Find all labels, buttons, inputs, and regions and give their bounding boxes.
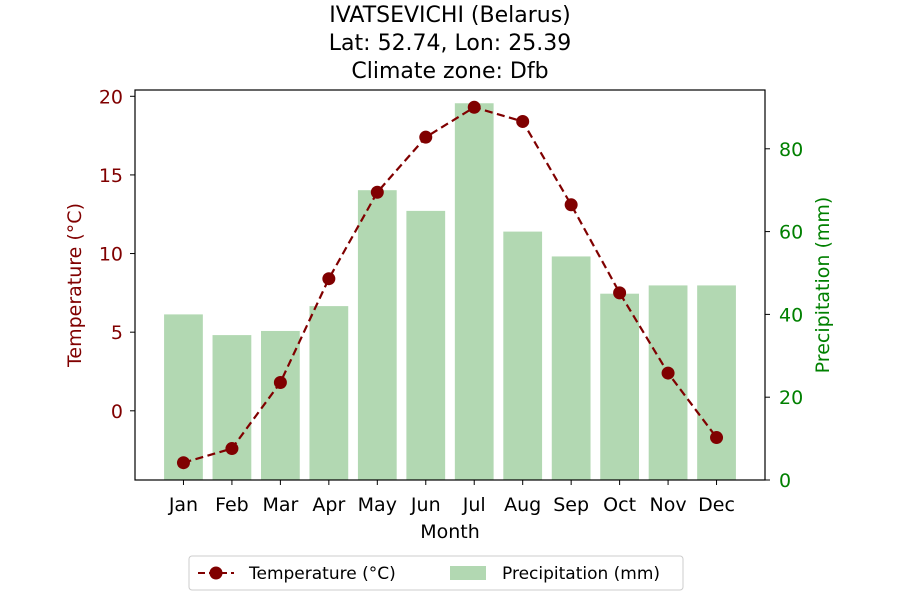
- y-axis-label-right: Precipitation (mm): [812, 197, 834, 374]
- temperature-point: [564, 198, 578, 212]
- temperature-line-path: [183, 106, 718, 464]
- precipitation-bar: [503, 231, 543, 480]
- left-tick-label: 15: [99, 165, 123, 187]
- temperature-point: [370, 185, 384, 199]
- x-tick-label: May: [358, 494, 397, 516]
- x-tick-label: Sep: [553, 494, 589, 516]
- precipitation-bar: [164, 314, 203, 480]
- temperature-point: [273, 376, 287, 389]
- precipitation-bar: [551, 256, 591, 480]
- x-tick-label: Oct: [603, 494, 636, 516]
- precipitation-bar: [261, 330, 300, 480]
- y-axis-label-left: Temperature (°C): [64, 203, 86, 368]
- legend-precipitation-label: Precipitation (mm): [502, 564, 660, 584]
- temperature-point: [419, 130, 433, 144]
- title-line-2: Lat: 52.74, Lon: 25.39: [329, 31, 571, 56]
- precipitation-bar: [309, 306, 349, 480]
- temperature-point: [176, 456, 190, 470]
- precipitation-bars: [164, 103, 736, 480]
- x-tick-label: Nov: [650, 494, 687, 516]
- title-line-1: IVATSEVICHI (Belarus): [329, 3, 571, 28]
- x-tick-label: Jan: [168, 494, 198, 516]
- precipitation-bar: [357, 190, 397, 480]
- x-tick-label: Feb: [215, 494, 249, 516]
- left-tick-label: 5: [111, 322, 123, 344]
- precipitation-bar: [648, 285, 688, 480]
- right-tick-label: 40: [779, 304, 803, 326]
- x-axis-ticks: Jan Feb Mar Apr May Jun Jul Aug Sep Oct Nov Dec: [168, 480, 735, 516]
- legend-temperature-label: Temperature (°C): [248, 564, 396, 584]
- legend-box: [188, 555, 684, 591]
- temperature-point: [661, 366, 675, 380]
- temperature-point: [322, 272, 336, 286]
- temperature-point: [516, 114, 530, 128]
- x-tick-label: Jul: [462, 494, 486, 516]
- temperature-point: [467, 100, 481, 114]
- right-tick-label: 0: [779, 470, 791, 492]
- precipitation-bar: [600, 293, 639, 480]
- temperature-point: [613, 286, 627, 300]
- right-tick-label: 60: [779, 222, 803, 244]
- x-tick-label: Dec: [698, 494, 735, 516]
- legend: Temperature (°C) Precipitation (mm): [188, 555, 684, 591]
- legend-temperature-marker: [209, 566, 223, 580]
- legend-precipitation-swatch: [450, 566, 486, 580]
- temperature-point: [710, 431, 724, 445]
- precipitation-bar: [212, 335, 252, 480]
- x-tick-label: Mar: [262, 494, 298, 516]
- right-tick-label: 80: [779, 139, 803, 161]
- precipitation-bar: [697, 285, 736, 480]
- x-tick-label: Apr: [312, 494, 345, 516]
- precipitation-bar: [406, 210, 446, 480]
- x-tick-label: Aug: [504, 494, 541, 516]
- temperature-point: [225, 442, 239, 456]
- temperature-line: [176, 100, 724, 470]
- title-line-3: Climate zone: Dfb: [351, 59, 548, 84]
- left-tick-label: 0: [111, 401, 123, 423]
- chart-title: IVATSEVICHI (Belarus) Lat: 52.74, Lon: 2…: [329, 3, 571, 84]
- x-tick-label: Jun: [410, 494, 441, 516]
- right-axis-ticks: 0 20 40 60 80: [765, 139, 803, 492]
- precipitation-bar: [454, 103, 494, 480]
- left-axis-ticks: 0 5 10 15 20: [99, 86, 135, 423]
- plot-frame: [134, 89, 766, 481]
- right-tick-label: 20: [779, 387, 803, 409]
- left-tick-label: 20: [99, 86, 123, 108]
- x-axis-label: Month: [420, 521, 480, 543]
- left-tick-label: 10: [99, 244, 123, 266]
